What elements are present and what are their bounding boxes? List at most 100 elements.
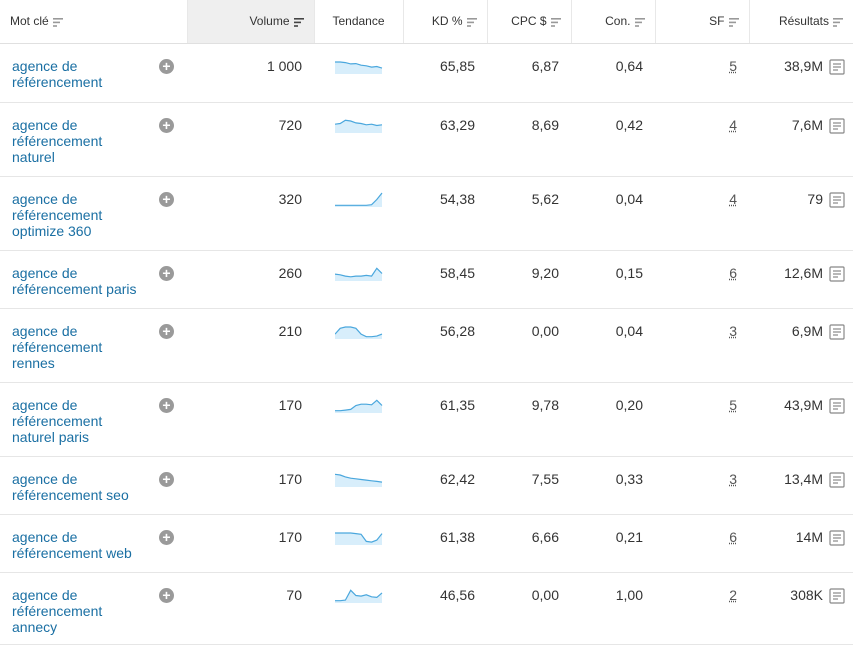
header-con[interactable]: Con. — [571, 0, 656, 44]
volume-cell: 170 — [187, 456, 314, 515]
kd-cell: 65,85 — [403, 43, 487, 103]
cpc-cell: 9,20 — [487, 250, 571, 309]
serp-features-cell: 6 — [655, 250, 749, 309]
volume-cell: 170 — [187, 382, 314, 457]
serp-features-count[interactable]: 6 — [729, 528, 737, 545]
plus-circle-icon[interactable]: + — [159, 265, 174, 281]
serp-features-count[interactable]: 4 — [729, 116, 737, 133]
cpc-cell: 5,62 — [487, 176, 571, 251]
kd-cell: 58,45 — [403, 250, 487, 309]
table-row: agence de référencement seo +170 62,42 7,55 0… — [0, 456, 853, 515]
competition-cell: 0,20 — [571, 382, 655, 457]
serp-document-icon[interactable] — [829, 588, 845, 604]
trend-cell — [314, 102, 403, 177]
serp-document-icon[interactable] — [829, 398, 845, 414]
plus-circle-icon[interactable]: + — [159, 323, 174, 339]
plus-circle-icon[interactable]: + — [159, 117, 174, 133]
sort-lines-icon[interactable] — [52, 17, 63, 27]
keyword-link[interactable]: agence de référencement rennes — [12, 323, 102, 371]
results-value: 7,6M — [791, 116, 823, 133]
serp-features-cell: 3 — [655, 308, 749, 383]
keyword-cell: agence de référencement annecy + — [0, 572, 187, 645]
sort-lines-icon[interactable] — [833, 17, 843, 27]
trend-cell — [314, 308, 403, 383]
keyword-link[interactable]: agence de référencement paris — [12, 265, 137, 297]
cpc-cell: 8,69 — [487, 102, 571, 177]
serp-features-count[interactable]: 2 — [729, 586, 737, 603]
keyword-line: référencement seo — [12, 486, 129, 503]
volume-cell: 210 — [187, 308, 314, 383]
keyword-cell: agence de référencement naturel paris + — [0, 382, 187, 457]
results-cell: 7,6M — [749, 102, 853, 177]
results-value: 6,9M — [791, 322, 823, 339]
plus-circle-icon[interactable]: + — [159, 191, 174, 207]
competition-cell: 0,33 — [571, 456, 655, 515]
volume-cell: 70 — [187, 572, 314, 645]
sort-lines-icon[interactable] — [728, 17, 739, 27]
serp-document-icon[interactable] — [829, 530, 845, 546]
header-volume-label: Volume — [249, 14, 290, 29]
trend-cell — [314, 572, 403, 645]
trend-line — [335, 119, 383, 126]
header-keyword[interactable]: Mot clé — [0, 0, 188, 44]
serp-document-icon[interactable] — [829, 59, 845, 75]
keyword-link[interactable]: agence de référencement naturel — [12, 117, 102, 165]
trend-area — [335, 119, 382, 133]
plus-circle-icon[interactable]: + — [159, 397, 174, 413]
sort-lines-icon[interactable] — [634, 17, 645, 27]
keyword-link[interactable]: agence de référencement optimize 360 — [12, 191, 102, 239]
results-cell: 12,6M — [749, 250, 853, 309]
competition-cell: 0,64 — [571, 43, 655, 103]
keyword-line: rennes — [12, 354, 55, 371]
keyword-link[interactable]: agence de référencement seo — [12, 471, 129, 503]
trend-line — [335, 473, 383, 483]
results-value: 13,4M — [784, 470, 823, 487]
header-cpc[interactable]: CPC $ — [487, 0, 572, 44]
trend-sparkline — [335, 192, 383, 207]
serp-document-icon[interactable] — [829, 324, 845, 340]
serp-features-count[interactable]: 5 — [729, 57, 737, 74]
serp-features-count[interactable]: 6 — [729, 264, 737, 281]
keyword-line: agence de — [12, 586, 78, 603]
cpc-cell: 0,00 — [487, 572, 571, 645]
plus-circle-icon[interactable]: + — [159, 587, 174, 603]
header-results[interactable]: Résultats — [749, 0, 853, 44]
serp-document-icon[interactable] — [829, 118, 845, 134]
keyword-cell: agence de référencement + — [0, 43, 187, 103]
trend-area — [335, 532, 382, 545]
serp-document-icon[interactable] — [829, 472, 845, 488]
keyword-cell: agence de référencement optimize 360 + — [0, 176, 187, 251]
sort-lines-icon[interactable] — [466, 17, 477, 27]
plus-circle-icon[interactable]: + — [159, 58, 174, 74]
table-row: agence de référencement rennes +210 56,28 0,0… — [0, 308, 853, 383]
keyword-link[interactable]: agence de référencement annecy — [12, 587, 102, 635]
keyword-line: agence de — [12, 264, 78, 281]
volume-cell: 1 000 — [187, 43, 314, 103]
competition-cell: 0,21 — [571, 514, 655, 573]
serp-features-count[interactable]: 4 — [729, 190, 737, 207]
trend-cell — [314, 514, 403, 573]
sort-lines-icon[interactable] — [550, 17, 561, 27]
keyword-link[interactable]: agence de référencement web — [12, 529, 132, 561]
keyword-link[interactable]: agence de référencement naturel paris — [12, 397, 102, 445]
serp-document-icon[interactable] — [829, 266, 845, 282]
serp-features-count[interactable]: 5 — [729, 396, 737, 413]
serp-features-count[interactable]: 3 — [729, 322, 737, 339]
header-volume[interactable]: Volume — [187, 0, 315, 44]
header-sf[interactable]: SF — [655, 0, 750, 44]
table-row: agence de référencement paris +260 58,45 9,2… — [0, 250, 853, 309]
serp-features-cell: 5 — [655, 43, 749, 103]
kd-cell: 61,38 — [403, 514, 487, 573]
plus-circle-icon[interactable]: + — [159, 529, 174, 545]
trend-area — [335, 61, 382, 74]
sort-lines-icon[interactable] — [293, 17, 304, 27]
plus-circle-icon[interactable]: + — [159, 471, 174, 487]
keyword-link[interactable]: agence de référencement — [12, 58, 102, 90]
serp-features-count[interactable]: 3 — [729, 470, 737, 487]
cpc-cell: 7,55 — [487, 456, 571, 515]
header-row: Mot clé Volume Tendance KD % CPC $ Con. … — [0, 0, 853, 44]
results-cell: 308K — [749, 572, 853, 645]
serp-document-icon[interactable] — [829, 192, 845, 208]
header-kd[interactable]: KD % — [403, 0, 488, 44]
competition-cell: 0,15 — [571, 250, 655, 309]
